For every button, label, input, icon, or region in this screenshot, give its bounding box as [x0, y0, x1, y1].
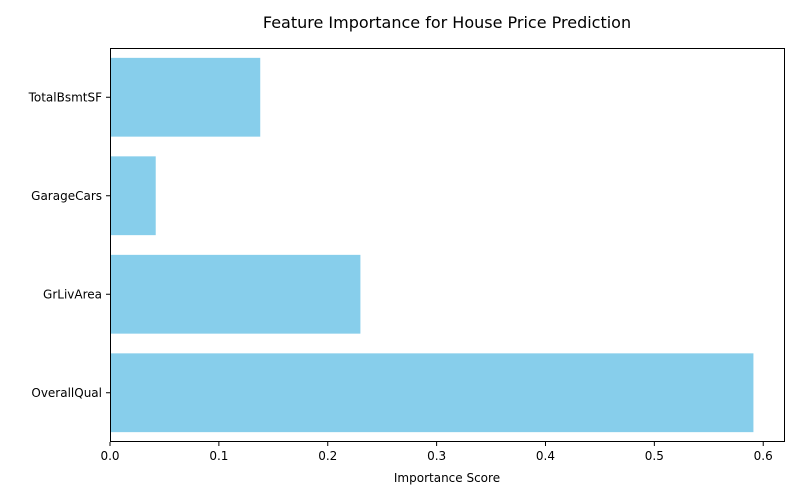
axes-group — [110, 48, 785, 442]
y-tick-label: OverallQual — [31, 386, 102, 400]
x-tick-label: 0.1 — [209, 449, 228, 463]
bars-group — [110, 57, 754, 433]
x-tick-label: 0.2 — [318, 449, 337, 463]
bar-garagecars — [110, 156, 156, 236]
y-tick-label: TotalBsmtSF — [28, 90, 103, 104]
x-axis-label: Importance Score — [394, 471, 500, 485]
y-tick-label: GarageCars — [31, 189, 102, 203]
bar-overallqual — [110, 353, 754, 433]
x-tick-label: 0.4 — [536, 449, 555, 463]
x-tick-label: 0.3 — [427, 449, 446, 463]
x-tick-label: 0.5 — [645, 449, 664, 463]
x-tick-label: 0.6 — [754, 449, 773, 463]
chart-title: Feature Importance for House Price Predi… — [263, 13, 631, 32]
x-tick-label: 0.0 — [100, 449, 119, 463]
bar-totalbsmtsf — [110, 57, 261, 137]
x-ticks-group: 0.0 0.1 0.2 0.3 0.4 0.5 0.6 — [100, 442, 773, 463]
y-tick-label: GrLivArea — [43, 287, 102, 301]
bar-grlivarea — [110, 254, 361, 334]
y-ticks-group: OverallQual GrLivArea GarageCars TotalBsmtS… — [28, 90, 110, 400]
